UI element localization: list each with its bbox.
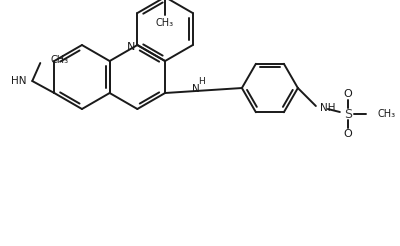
- Text: H: H: [198, 77, 205, 86]
- Text: O: O: [344, 89, 352, 99]
- Text: HN: HN: [11, 76, 26, 86]
- Text: N: N: [192, 83, 199, 93]
- Text: CH₃: CH₃: [156, 18, 174, 28]
- Text: CH₃: CH₃: [50, 55, 68, 65]
- Text: CH₃: CH₃: [378, 109, 396, 119]
- Text: N: N: [127, 42, 136, 52]
- Text: O: O: [344, 129, 352, 139]
- Text: NH: NH: [320, 103, 335, 113]
- Text: S: S: [344, 108, 352, 121]
